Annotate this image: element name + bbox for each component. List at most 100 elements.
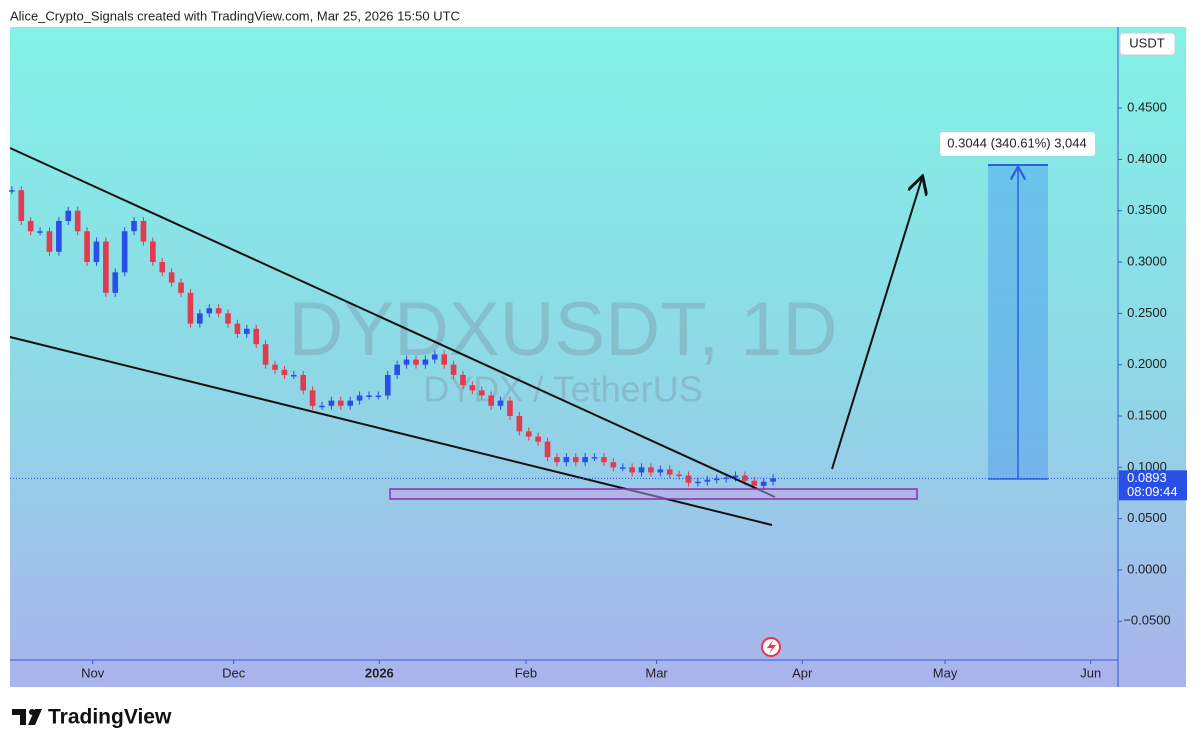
countdown-label: 08:09:44: [1127, 484, 1178, 499]
x-tick-label: Apr: [792, 665, 813, 680]
projection-arrow: [831, 178, 922, 470]
y-tick-label: 0.0000: [1127, 561, 1167, 576]
candle: [478, 390, 485, 396]
candle: [290, 374, 297, 377]
candle: [140, 220, 147, 242]
candle: [319, 405, 325, 408]
y-tick-label: 0.2000: [1127, 356, 1167, 371]
candle: [356, 395, 363, 401]
last-price-label: 0.0893: [1127, 470, 1167, 485]
candle: [582, 457, 588, 463]
candle: [253, 328, 260, 345]
candle: [554, 457, 560, 463]
candles: [9, 186, 776, 490]
candle: [74, 210, 81, 232]
candle: [309, 390, 316, 406]
candle: [150, 241, 156, 263]
candle: [516, 416, 523, 432]
candle: [131, 220, 137, 232]
candle: [272, 364, 278, 370]
y-tick-label: 0.0500: [1127, 510, 1167, 525]
candle: [488, 395, 494, 406]
candle: [403, 359, 410, 365]
last-price-badge: [1119, 470, 1187, 501]
candle: [394, 364, 401, 375]
candle: [638, 467, 645, 473]
x-tick-label: Dec: [222, 665, 246, 680]
candle: [629, 467, 635, 473]
candle: [93, 241, 100, 263]
candle: [300, 374, 307, 391]
y-tick-label: 0.2500: [1127, 305, 1167, 320]
brand: TradingView: [48, 706, 172, 729]
candle: [18, 190, 25, 221]
candle: [742, 475, 748, 481]
candle: [666, 469, 673, 475]
candle: [84, 231, 90, 263]
candle: [9, 190, 15, 192]
candle: [27, 220, 34, 232]
candle: [103, 241, 109, 293]
event-icon-bolt: [767, 640, 776, 654]
candle: [676, 474, 682, 477]
header: Alice_Crypto_Signals created with Tradin…: [10, 8, 460, 23]
candle: [168, 272, 175, 283]
currency-button[interactable]: [1119, 32, 1176, 56]
candle: [751, 480, 758, 486]
candle: [544, 441, 551, 458]
watermark: DYDXUSDT, 1D: [289, 287, 838, 372]
y-tick-label: 0.3500: [1127, 202, 1167, 217]
candle: [450, 364, 457, 375]
candle: [704, 479, 711, 482]
candle: [413, 359, 419, 365]
candle: [281, 369, 288, 375]
candle: [431, 354, 438, 360]
candle: [563, 457, 570, 463]
candle: [648, 467, 654, 473]
candle: [619, 467, 626, 469]
candle: [601, 457, 607, 463]
x-tick-label: Mar: [645, 665, 668, 680]
candle: [234, 323, 241, 334]
candle: [732, 475, 739, 478]
watermark-subtitle: DYDX / TetherUS: [423, 369, 702, 410]
candle: [657, 469, 664, 473]
candle: [347, 400, 354, 406]
candle: [713, 478, 720, 481]
candle: [37, 231, 43, 233]
candle: [760, 481, 767, 486]
candle: [187, 292, 194, 324]
candle: [65, 210, 72, 221]
candle: [422, 359, 429, 365]
x-tick-label: Feb: [515, 665, 537, 680]
candle: [497, 400, 504, 406]
candle: [244, 328, 250, 334]
candle: [215, 308, 222, 314]
y-tick-label: −0.0500: [1123, 613, 1170, 628]
measure-label-box: [940, 132, 1095, 156]
candle: [460, 374, 466, 386]
candle: [225, 313, 231, 324]
y-tick-label: 0.1500: [1127, 407, 1167, 422]
candle: [525, 431, 532, 437]
x-tick-label: Nov: [81, 665, 105, 680]
candle: [695, 481, 701, 484]
candle: [384, 374, 391, 396]
candle: [375, 395, 382, 397]
x-tick-label: 2026: [365, 665, 394, 680]
x-tick-label: May: [933, 665, 958, 680]
candle: [197, 313, 203, 324]
y-tick-label: 0.4500: [1127, 100, 1167, 115]
candle: [46, 231, 53, 252]
candle: [441, 354, 447, 365]
candle: [366, 395, 372, 397]
candle: [507, 400, 513, 417]
brand-logo: [12, 709, 42, 725]
candle: [56, 220, 62, 252]
candle: [535, 436, 541, 442]
candle: [112, 272, 119, 293]
x-tick-label: Jun: [1080, 665, 1101, 680]
candle: [591, 457, 598, 459]
candle: [178, 282, 184, 293]
